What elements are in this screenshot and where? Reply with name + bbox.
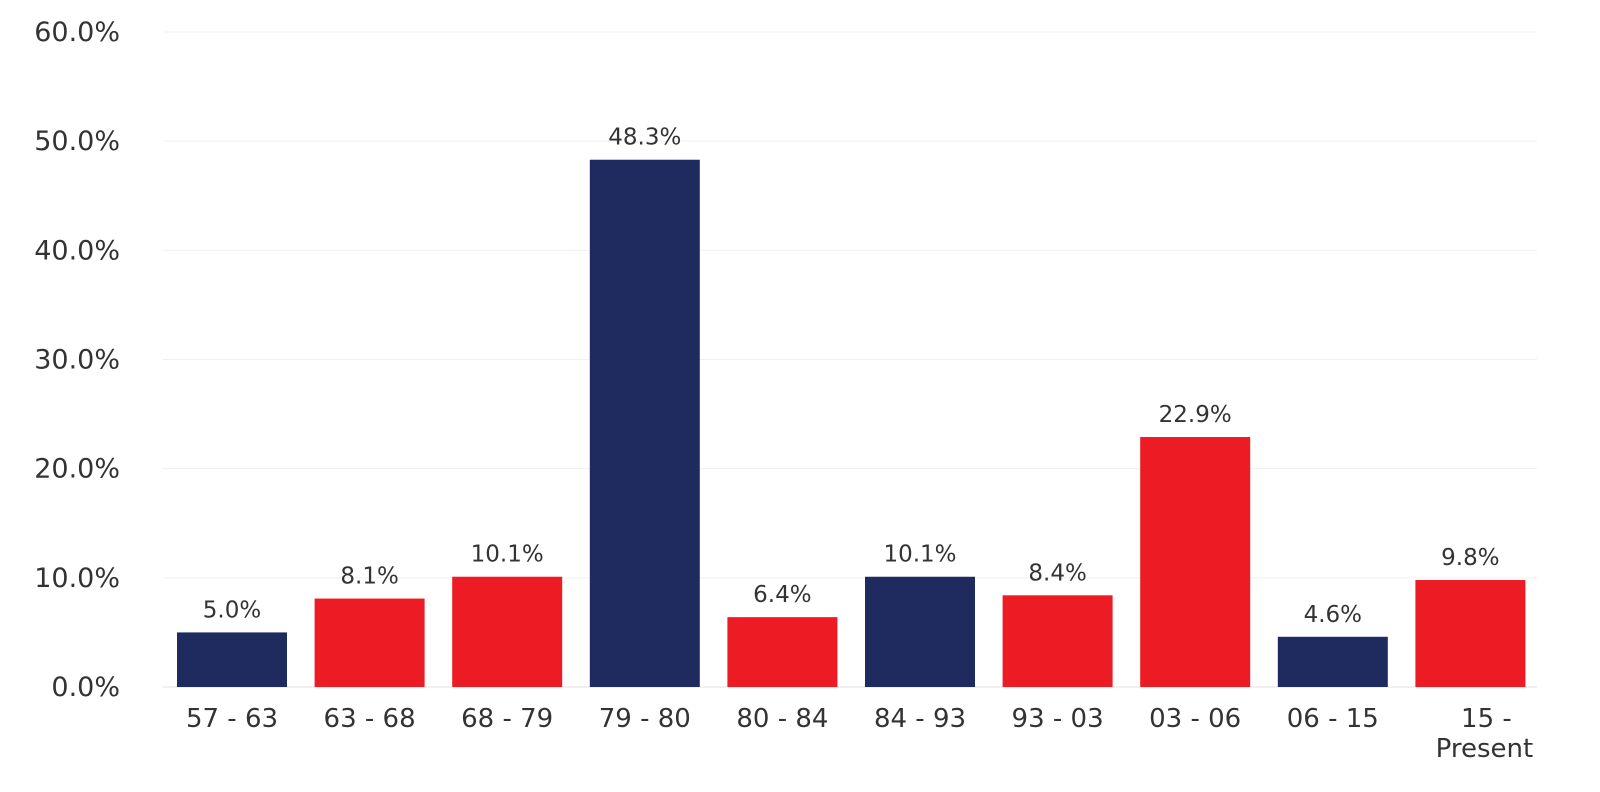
x-tick-label: 84 - 93	[874, 704, 966, 734]
value-label: 48.3%	[608, 125, 681, 151]
x-tick-label-line: 57 - 63	[186, 704, 278, 734]
y-tick-label: 50.0%	[34, 126, 120, 157]
x-tick-label-line: 63 - 68	[324, 704, 416, 734]
x-tick-label-line: 80 - 84	[736, 704, 828, 734]
x-tick-label-line: 03 - 06	[1149, 704, 1241, 734]
x-tick-label-line: 79 - 80	[599, 704, 691, 734]
x-tick-label: 57 - 63	[186, 704, 278, 734]
value-label: 5.0%	[203, 597, 261, 623]
value-labels: 5.0% 8.1% 10.1% 48.3% 6.4% 10.1% 8.4% 22.9% 4.6%…	[203, 125, 1500, 628]
value-label: 8.1%	[340, 564, 398, 590]
x-tick-label-line: Present	[1436, 734, 1534, 764]
value-label: 10.1%	[883, 542, 956, 568]
x-tick-label-line: 84 - 93	[874, 704, 966, 734]
y-axis-ticks: 0.0% 10.0% 20.0% 30.0% 40.0% 50.0% 60.0%	[34, 17, 120, 703]
x-tick-label-line: 93 - 03	[1012, 704, 1104, 734]
y-tick-label: 20.0%	[34, 454, 120, 485]
bar	[589, 159, 700, 688]
bar	[1415, 580, 1526, 687]
x-tick-label: 63 - 68	[324, 704, 416, 734]
bar	[1277, 636, 1388, 687]
value-label: 4.6%	[1304, 602, 1362, 628]
y-tick-label: 60.0%	[34, 17, 120, 48]
x-tick-label: 68 - 79	[461, 704, 553, 734]
x-tick-label: 79 - 80	[599, 704, 691, 734]
bar	[865, 576, 975, 687]
bar	[452, 576, 563, 687]
y-tick-label: 40.0%	[34, 235, 120, 266]
bars	[177, 159, 1526, 688]
x-axis-ticks: 57 - 63 63 - 68 68 - 79 79 - 80 80 - 84 84 - …	[186, 704, 1533, 764]
x-tick-label: 80 - 84	[736, 704, 828, 734]
x-tick-label-line: 06 - 15	[1287, 704, 1379, 734]
value-label: 8.4%	[1028, 560, 1086, 586]
grid-layer	[163, 31, 1537, 688]
value-label: 10.1%	[471, 542, 544, 568]
bar	[727, 617, 838, 687]
x-tick-label: 03 - 06	[1149, 704, 1241, 734]
y-tick-label: 30.0%	[34, 345, 120, 376]
x-tick-label-line: 15 -	[1461, 704, 1512, 734]
x-tick-label: 15 -Present	[1436, 704, 1534, 764]
bar	[177, 632, 287, 687]
y-tick-label: 10.0%	[34, 563, 120, 594]
bar	[1140, 437, 1251, 687]
x-tick-label-line: 68 - 79	[461, 704, 553, 734]
x-tick-label: 06 - 15	[1287, 704, 1379, 734]
x-tick-label: 93 - 03	[1012, 704, 1104, 734]
bar	[314, 598, 425, 687]
y-tick-label: 0.0%	[51, 672, 120, 703]
value-label: 6.4%	[753, 582, 811, 608]
value-label: 9.8%	[1441, 545, 1499, 571]
bar	[1002, 595, 1113, 687]
value-label: 22.9%	[1159, 402, 1232, 428]
